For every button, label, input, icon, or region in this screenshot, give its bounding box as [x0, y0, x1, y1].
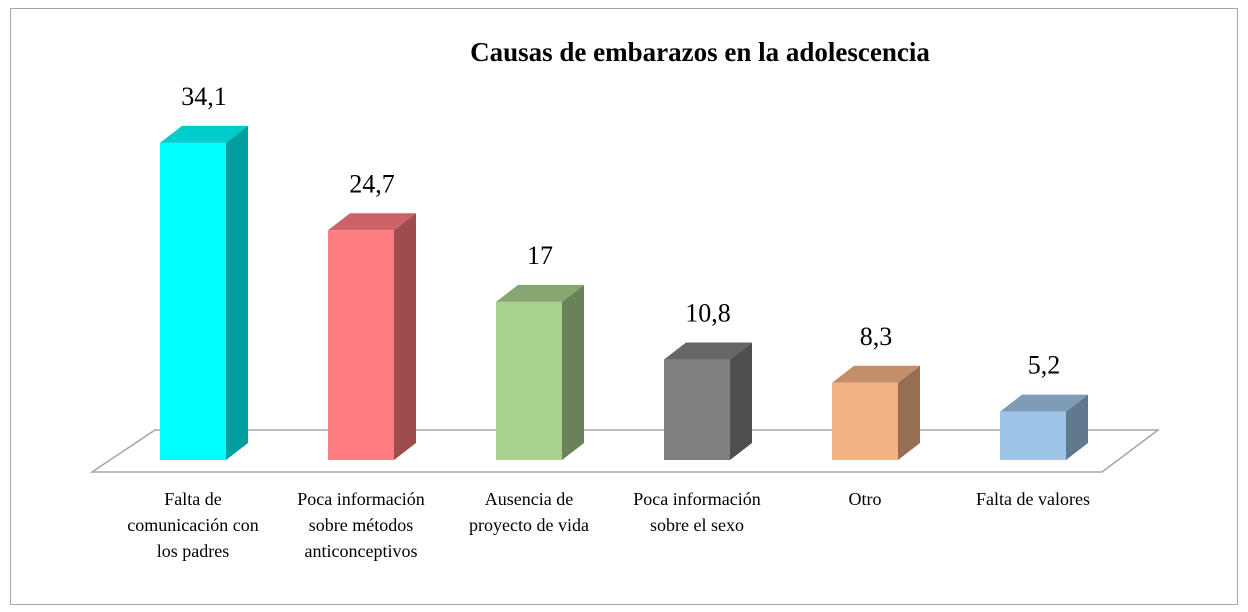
- bar: [1000, 394, 1088, 460]
- x-tick-label: Otro: [848, 489, 882, 509]
- bar-side: [394, 213, 416, 460]
- bar-side: [730, 342, 752, 460]
- bar-side: [562, 284, 584, 460]
- chart-title: Causas de embarazos en la adolescencia: [470, 37, 930, 67]
- bar-side: [226, 125, 248, 461]
- bar-top: [328, 213, 416, 231]
- bar-front: [328, 230, 394, 460]
- bar-front: [832, 382, 898, 460]
- x-tick-label: Falta de comunicación con los padres: [127, 489, 259, 561]
- bar-front: [664, 359, 730, 460]
- x-tick-label: Poca información sobre métodos anticonce…: [297, 489, 425, 561]
- bar-top: [496, 284, 584, 302]
- bar-front: [496, 301, 562, 460]
- value-label: 10,8: [685, 299, 731, 328]
- floor: [89, 429, 1161, 473]
- x-tick-label: Ausencia de proyecto de vida: [469, 489, 589, 535]
- bar: [832, 365, 920, 460]
- bar: [664, 342, 752, 460]
- value-label: 17: [527, 241, 553, 270]
- value-label: 5,2: [1028, 351, 1061, 380]
- bar: [328, 213, 416, 460]
- bar-front: [1000, 411, 1066, 460]
- x-tick-label: Poca información sobre el sexo: [633, 489, 761, 535]
- bar: [496, 284, 584, 460]
- value-label: 8,3: [860, 322, 893, 351]
- value-label: 34,1: [181, 82, 227, 111]
- bar-side: [898, 365, 920, 460]
- bar-top: [832, 365, 920, 383]
- bar: [160, 125, 248, 461]
- bar-side: [1066, 394, 1088, 460]
- x-tick-label: Falta de valores: [976, 489, 1090, 509]
- bar-top: [1000, 394, 1088, 412]
- value-label: 24,7: [349, 169, 395, 198]
- bar-top: [664, 342, 752, 360]
- bar-front: [160, 142, 226, 460]
- bar-top: [160, 125, 248, 143]
